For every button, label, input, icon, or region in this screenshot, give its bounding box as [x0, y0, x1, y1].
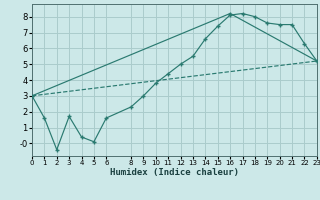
X-axis label: Humidex (Indice chaleur): Humidex (Indice chaleur) — [110, 168, 239, 177]
